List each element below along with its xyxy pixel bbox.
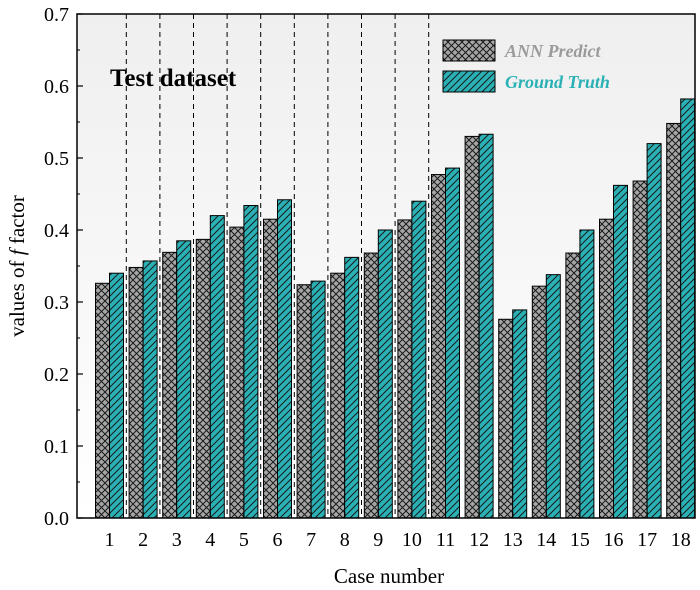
legend-swatch-ground-truth (442, 70, 496, 93)
bar-ground-truth-6 (277, 199, 292, 519)
bar-ground-truth-8 (344, 256, 360, 519)
x-tick-label: 7 (306, 529, 316, 551)
bar-ground-truth-1 (109, 272, 124, 519)
x-tick-label: 9 (373, 529, 383, 551)
bar-ann-predict-7 (296, 284, 312, 519)
bar-ground-truth-9 (377, 229, 393, 519)
bar-ground-truth-4 (209, 215, 225, 519)
bar-ground-truth-13 (512, 309, 528, 519)
bar-ground-truth-10 (411, 200, 427, 519)
bar-ground-truth-3 (176, 240, 192, 519)
bar-ann-predict-6 (263, 218, 278, 519)
legend-label-ann-predict: ANN Predict (504, 41, 601, 61)
y-axis: 0.0 0.1 0.2 0.3 0.4 0.5 0.6 0.7 (44, 4, 83, 530)
x-tick-label: 2 (138, 529, 148, 551)
bar-ann-predict-10 (397, 219, 413, 519)
x-tick-label: 4 (205, 529, 215, 551)
legend: ANN Predict Ground Truth (442, 39, 610, 93)
y-tick-label: 0.2 (44, 364, 69, 386)
bar-ann-predict-16 (599, 218, 614, 519)
y-tick-label: 0.7 (44, 4, 69, 26)
y-tick-label: 0.0 (44, 508, 69, 530)
x-tick-label: 18 (671, 529, 691, 551)
legend-swatch-ann-predict (442, 39, 496, 62)
y-tick-label: 0.4 (44, 220, 69, 242)
x-tick-label: 11 (436, 529, 455, 551)
x-tick-label: 14 (536, 529, 556, 551)
bar-ground-truth-5 (243, 205, 259, 519)
bar-ann-predict-8 (330, 272, 346, 519)
y-tick-label: 0.3 (44, 292, 69, 314)
bar-ground-truth-12 (478, 133, 494, 519)
x-tick-label: 3 (172, 529, 182, 551)
x-axis: 1 2 3 4 5 6 7 8 9 10 11 12 13 14 15 16 17 18 (105, 512, 691, 551)
x-tick-label: 1 (105, 529, 115, 551)
y-tick-label: 0.6 (44, 76, 69, 98)
legend-label-ground-truth: Ground Truth (505, 72, 610, 92)
x-tick-label: 13 (503, 529, 523, 551)
bar-ann-predict-3 (162, 251, 178, 519)
bar-ground-truth-16 (613, 184, 628, 519)
bar-ground-truth-7 (310, 280, 326, 519)
bar-ann-predict-12 (464, 135, 480, 519)
dataset-annotation: Test dataset (110, 65, 237, 92)
bar-ground-truth-11 (445, 167, 460, 519)
bar-ann-predict-18 (666, 122, 682, 519)
bar-ann-predict-9 (363, 252, 379, 519)
x-tick-label: 15 (570, 529, 590, 551)
x-tick-label: 5 (239, 529, 249, 551)
x-tick-label: 6 (273, 529, 283, 551)
bar-ann-predict-2 (128, 266, 144, 519)
bar-ann-predict-4 (195, 238, 211, 519)
bar-ann-predict-17 (632, 180, 648, 519)
bar-ground-truth-17 (646, 143, 662, 519)
bar-ann-predict-13 (498, 318, 514, 519)
x-axis-title: Case number (334, 564, 444, 588)
x-tick-label: 12 (469, 529, 489, 551)
y-axis-title: values of f factor (5, 195, 29, 337)
x-tick-label: 10 (402, 529, 422, 551)
x-tick-label: 16 (604, 529, 624, 551)
bar-ground-truth-18 (680, 98, 696, 519)
bar-ann-predict-11 (431, 174, 446, 519)
y-tick-label: 0.1 (44, 436, 69, 458)
case-separators (125, 14, 430, 518)
bar-ann-predict-1 (95, 282, 110, 519)
bar-ground-truth-15 (579, 229, 595, 519)
bar-ground-truth-2 (142, 260, 158, 519)
bar-ann-predict-14 (531, 285, 547, 519)
bar-ground-truth-14 (545, 274, 561, 519)
bar-ann-predict-5 (229, 226, 245, 519)
y-tick-label: 0.5 (44, 148, 69, 170)
x-tick-label: 8 (340, 529, 350, 551)
bar-ann-predict-15 (565, 252, 581, 519)
bars-group (95, 98, 696, 519)
x-tick-label: 17 (637, 529, 657, 551)
